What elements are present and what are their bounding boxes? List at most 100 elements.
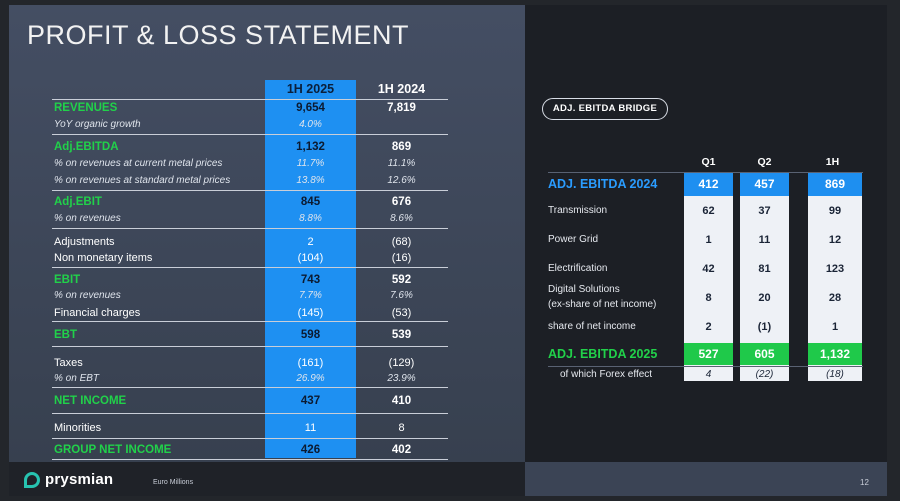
value-q1: 1 (705, 234, 712, 246)
value-1h2025: 8.8% (299, 213, 322, 224)
row-label: Adj.EBIT (54, 196, 102, 208)
value-q1: 62 (702, 205, 715, 217)
row-label: REVENUES (54, 102, 118, 114)
cell-highlight (808, 343, 862, 365)
value-1h2024: 7,819 (387, 102, 416, 114)
row-label: % on EBT (54, 373, 100, 384)
divider (548, 366, 863, 367)
row-label: Non monetary items (54, 252, 153, 264)
row-label: share of net income (548, 321, 636, 332)
value-q2: 605 (754, 347, 775, 361)
value-1h2025: 26.9% (296, 373, 325, 384)
footer-right-bar (525, 462, 887, 496)
value-1h2025: (145) (297, 307, 324, 319)
page-number: 12 (860, 478, 869, 487)
row-label: Transmission (548, 205, 608, 216)
value-q1: 527 (698, 347, 719, 361)
row-label: % on revenues (54, 290, 121, 301)
value-1h2024: (16) (391, 252, 412, 264)
value-1h2025: 845 (300, 196, 321, 208)
value-1h2025: 13.8% (296, 175, 325, 186)
row-label: EBT (54, 329, 77, 341)
value-q1: 42 (702, 263, 715, 275)
divider (52, 134, 448, 135)
row-label: NET INCOME (54, 395, 127, 407)
col-header-1h2024: 1H 2024 (377, 82, 426, 96)
divider (52, 387, 448, 388)
col-header-q2: Q2 (757, 156, 772, 168)
row-sublabel: (ex-share of net income) (548, 299, 657, 310)
divider (52, 190, 448, 191)
col-header-q1: Q1 (701, 156, 716, 168)
value-q2: (1) (757, 321, 772, 333)
divider (52, 346, 448, 347)
value-1h2025: 437 (300, 395, 321, 407)
divider (52, 99, 448, 100)
value-1h2025: (161) (297, 357, 324, 369)
value-1h2024: 8.6% (390, 213, 413, 224)
value-1h: 1,132 (819, 347, 851, 361)
cell-highlight (684, 343, 733, 365)
value-1h: 99 (828, 205, 842, 217)
row-label: % on revenues at current metal prices (54, 158, 223, 169)
row-label: Financial charges (54, 307, 141, 319)
row-label: ADJ. EBITDA 2024 (548, 177, 658, 191)
value-1h2025: 1,132 (296, 141, 325, 153)
row-label: ADJ. EBITDA 2025 (548, 347, 658, 361)
value-q1: 8 (705, 292, 712, 304)
value-1h2024: (129) (388, 357, 415, 369)
page-title: PROFIT & LOSS STATEMENT (27, 20, 410, 50)
value-1h2024: 676 (391, 196, 412, 208)
value-1h2024: 7.6% (390, 290, 413, 301)
value-1h2024: 539 (391, 329, 412, 341)
highlight-column-1h2025 (265, 80, 356, 458)
value-1h2024: 410 (391, 395, 412, 407)
value-q2: (22) (755, 369, 774, 380)
value-1h2025: 598 (300, 329, 321, 341)
value-q2: 457 (754, 177, 775, 191)
value-1h2024: 11.1% (387, 158, 416, 169)
value-1h2025: 9,654 (296, 102, 325, 114)
value-q2: 11 (758, 234, 771, 246)
prysmian-logo: prysmian (24, 471, 113, 488)
unit-label: Euro Millions (153, 479, 194, 486)
row-label: Adjustments (54, 236, 115, 248)
row-label: of which Forex effect (560, 369, 653, 380)
divider (548, 172, 863, 173)
value-q2: 37 (758, 205, 771, 217)
value-1h2024: 23.9% (387, 373, 416, 384)
logo-text: prysmian (45, 471, 114, 488)
value-1h: 28 (828, 292, 842, 304)
value-q2: 20 (758, 292, 771, 304)
row-label: Minorities (54, 422, 102, 434)
footer-left-bar (9, 462, 525, 496)
value-1h2024: 592 (391, 274, 412, 286)
value-1h2024: 402 (391, 444, 412, 456)
value-1h2025: 2 (307, 236, 314, 248)
prysmian-logo-icon (24, 471, 40, 488)
row-label: Electrification (548, 263, 608, 274)
row-label: Taxes (54, 357, 83, 369)
value-1h2025: 743 (300, 274, 321, 286)
cell-highlight (808, 173, 862, 196)
divider (52, 267, 448, 268)
divider (52, 228, 448, 229)
value-1h2024: (53) (391, 307, 412, 319)
value-1h: (18) (826, 369, 844, 380)
value-1h2025: 11 (304, 422, 317, 434)
divider (52, 438, 448, 439)
divider (52, 321, 448, 322)
cell-highlight (684, 173, 733, 196)
value-1h2025: 11.7% (296, 158, 325, 169)
row-label: EBIT (54, 274, 81, 286)
col-header-1h: 1H (825, 156, 840, 168)
value-q2: 81 (758, 263, 771, 275)
row-label: % on revenues (54, 213, 121, 224)
value-1h2025: 7.7% (299, 290, 322, 301)
bridge-title-pill: ADJ. EBITDA BRIDGE (542, 98, 668, 120)
value-1h2024: 8 (398, 422, 405, 434)
row-label: GROUP NET INCOME (54, 444, 172, 456)
value-1h: 869 (824, 177, 846, 191)
row-label: Power Grid (548, 234, 599, 245)
value-q1: 412 (698, 177, 719, 191)
